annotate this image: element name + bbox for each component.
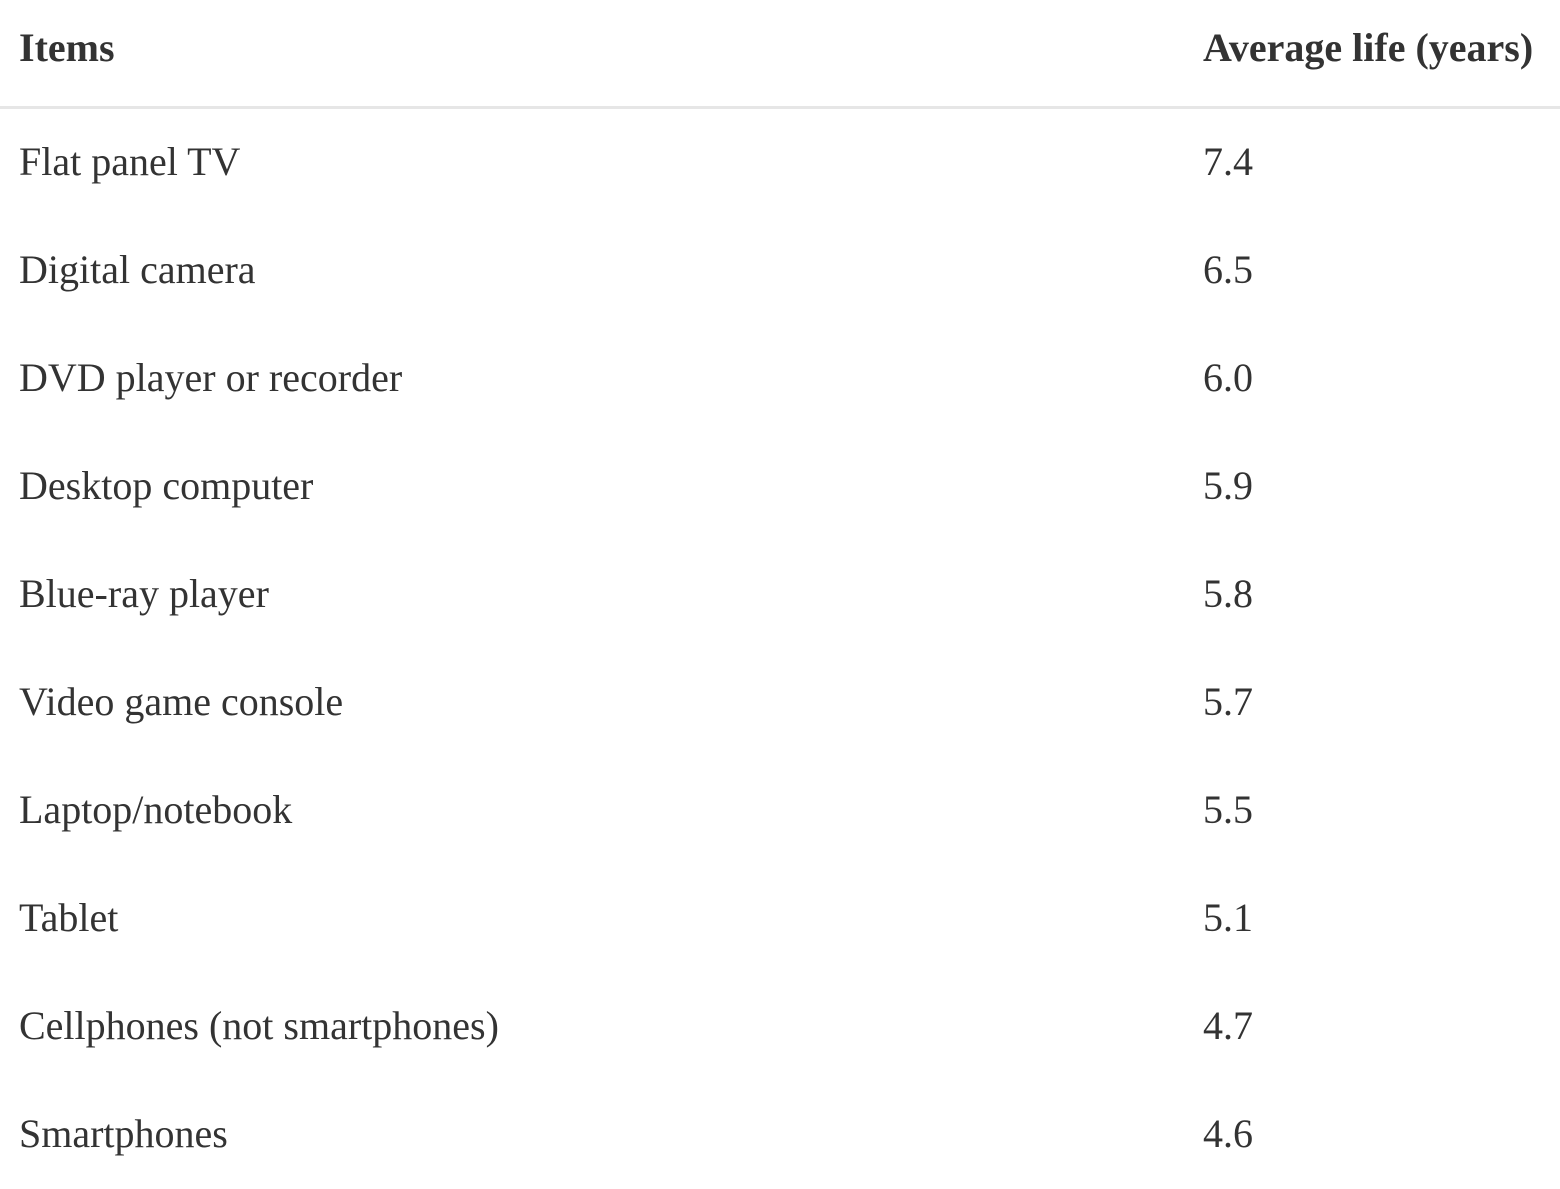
column-header-average-life: Average life (years) bbox=[1203, 25, 1534, 70]
column-header-items: Items bbox=[19, 25, 115, 70]
item-cell: DVD player or recorder bbox=[19, 355, 403, 400]
table-row: Laptop/notebook 5.5 bbox=[0, 757, 1560, 865]
table-row: DVD player or recorder 6.0 bbox=[0, 325, 1560, 433]
item-cell: Tablet bbox=[19, 895, 119, 940]
table-header-row: Items Average life (years) bbox=[0, 0, 1560, 109]
table-row: Blue-ray player 5.8 bbox=[0, 541, 1560, 649]
life-cell: 5.9 bbox=[1203, 463, 1253, 508]
table-row: Smartphones 4.6 bbox=[0, 1081, 1560, 1189]
life-cell: 6.0 bbox=[1203, 355, 1253, 400]
item-cell: Laptop/notebook bbox=[19, 787, 293, 832]
item-cell: Flat panel TV bbox=[19, 139, 241, 184]
life-cell: 7.4 bbox=[1203, 139, 1253, 184]
table-row: Flat panel TV 7.4 bbox=[0, 109, 1560, 217]
item-cell: Desktop computer bbox=[19, 463, 314, 508]
item-cell: Video game console bbox=[19, 679, 344, 724]
life-cell: 5.5 bbox=[1203, 787, 1253, 832]
life-cell: 4.7 bbox=[1203, 1003, 1253, 1048]
item-cell: Cellphones (not smartphones) bbox=[19, 1003, 499, 1048]
item-cell: Smartphones bbox=[19, 1111, 228, 1156]
life-cell: 6.5 bbox=[1203, 247, 1253, 292]
table-row: Digital camera 6.5 bbox=[0, 217, 1560, 325]
table-row: Tablet 5.1 bbox=[0, 865, 1560, 973]
item-cell: Digital camera bbox=[19, 247, 256, 292]
life-cell: 4.6 bbox=[1203, 1111, 1253, 1156]
item-cell: Blue-ray player bbox=[19, 571, 269, 616]
table-row: Video game console 5.7 bbox=[0, 649, 1560, 757]
life-cell: 5.7 bbox=[1203, 679, 1253, 724]
table-row: Cellphones (not smartphones) 4.7 bbox=[0, 973, 1560, 1081]
life-cell: 5.8 bbox=[1203, 571, 1253, 616]
life-cell: 5.1 bbox=[1203, 895, 1253, 940]
table-row: Desktop computer 5.9 bbox=[0, 433, 1560, 541]
